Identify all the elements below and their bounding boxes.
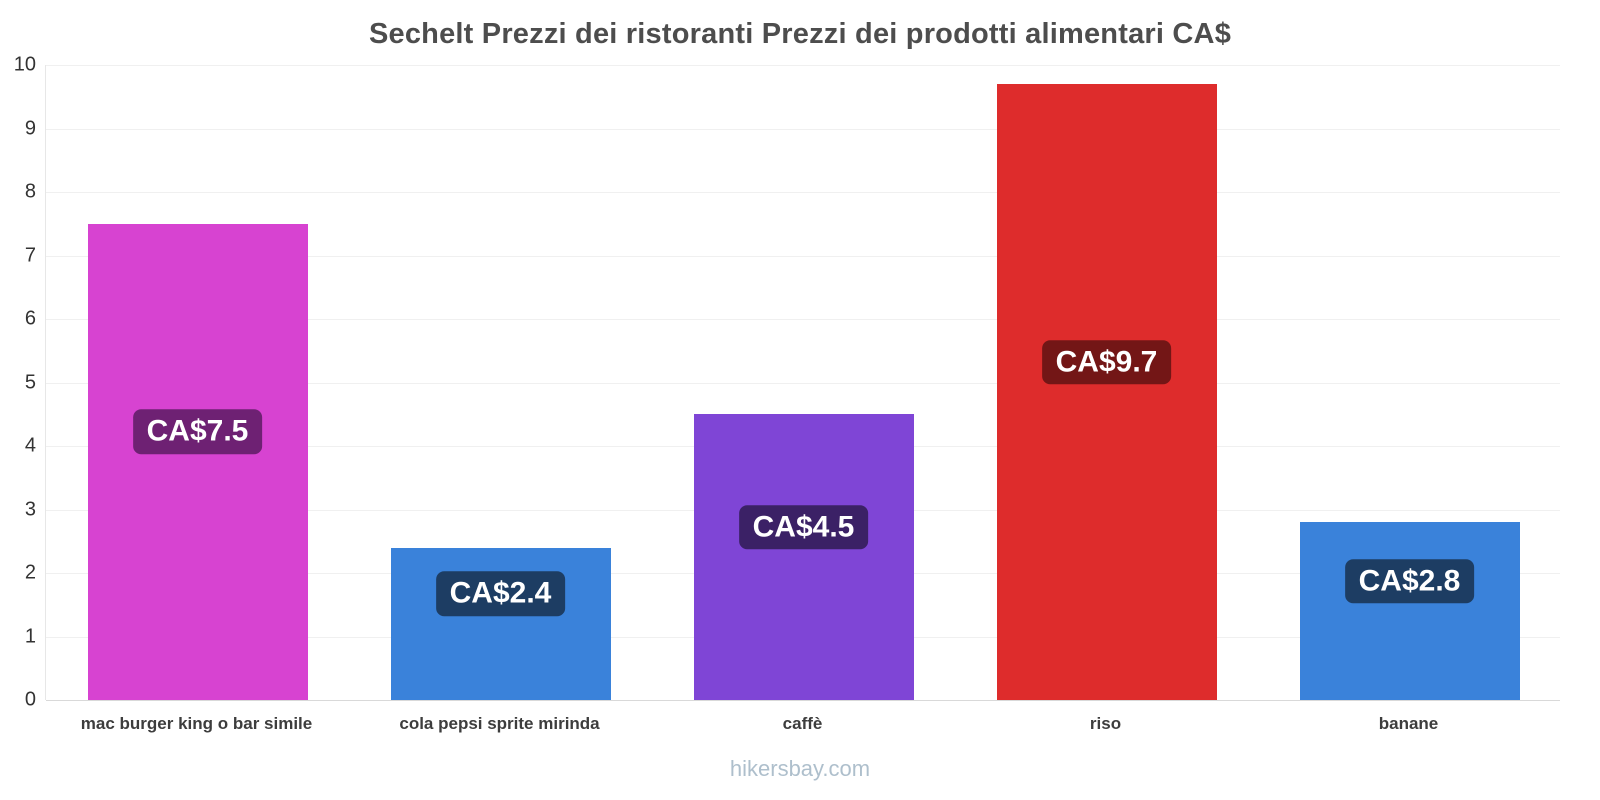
y-tick-label: 9 [24, 117, 36, 139]
y-tick-label: 1 [24, 625, 36, 647]
bar-4: CA$2.8 [1299, 522, 1520, 700]
y-tick-label: 6 [24, 307, 36, 330]
chart-title: Sechelt Prezzi dei ristoranti Prezzi dei… [368, 18, 1232, 50]
bar-1: CA$2.4 [390, 547, 611, 700]
x-category-label: banane [1378, 714, 1439, 733]
y-tick-label: 5 [24, 371, 36, 393]
bar-2: CA$4.5 [693, 414, 914, 700]
x-category-label: caffè [782, 714, 823, 733]
x-category-label: cola pepsi sprite mirinda [399, 714, 600, 733]
y-tick-label: 7 [24, 244, 36, 266]
bar-value-label: CA$9.7 [1041, 339, 1172, 385]
x-axis-line [46, 700, 1560, 701]
x-category-label: mac burger king o bar simile [80, 714, 313, 733]
bar-value-label: CA$4.5 [738, 504, 869, 550]
y-tick-label: 4 [24, 434, 36, 457]
gridline [46, 382, 1560, 384]
bar-value-label: CA$2.4 [435, 571, 566, 617]
y-tick-label: 8 [24, 180, 36, 203]
bar-value-label: CA$2.8 [1344, 558, 1475, 604]
gridline [46, 65, 1560, 66]
y-tick-label: 0 [24, 688, 36, 711]
bar-value-label: CA$7.5 [132, 409, 263, 455]
x-axis: mac burger king o bar simile cola pepsi s… [45, 700, 1560, 750]
x-category-label: riso [1089, 714, 1122, 733]
gridline [46, 319, 1560, 320]
y-tick-label: 10 [13, 53, 36, 76]
y-axis: 0 1 2 3 4 5 6 7 8 9 10 [0, 54, 38, 711]
bar-0: CA$7.5 [87, 223, 308, 700]
gridline [46, 255, 1560, 257]
watermark-text: hikersbay.com [729, 756, 871, 781]
y-tick-label: 3 [24, 498, 36, 520]
bar-3: CA$9.7 [996, 84, 1217, 700]
y-tick-label: 2 [24, 561, 36, 584]
gridline [46, 128, 1560, 130]
gridline [46, 192, 1560, 193]
plot-area: CA$7.5 CA$2.4 CA$4.5 CA$9.7 CA$2.8 [45, 65, 1560, 701]
